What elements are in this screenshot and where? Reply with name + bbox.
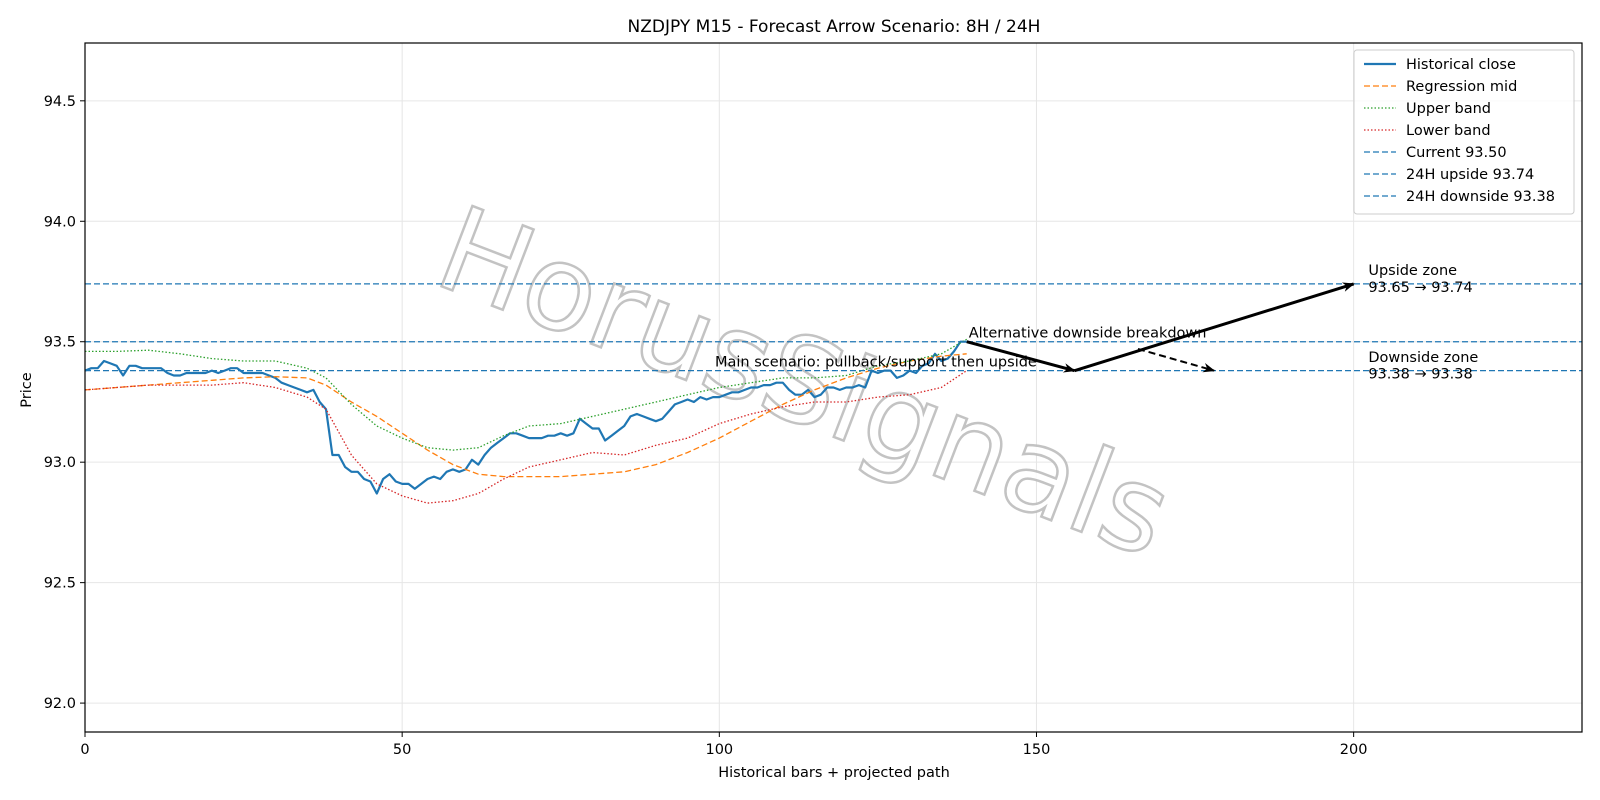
grid	[84, 43, 1582, 732]
x-tick-label: 100	[705, 742, 733, 758]
y-tick-label: 93.0	[44, 455, 76, 471]
legend-label: 24H downside 93.38	[1406, 189, 1555, 205]
series-layer	[84, 338, 968, 504]
reference-lines	[85, 283, 1582, 372]
arrow-alternative-downside	[1137, 347, 1216, 373]
legend-label: Current 93.50	[1406, 145, 1507, 161]
legend-label: Regression mid	[1406, 79, 1517, 95]
legend-label: Historical close	[1406, 57, 1516, 73]
upside-zone-values: 93.65 → 93.74	[1368, 280, 1472, 296]
y-tick-label: 94.0	[44, 214, 76, 230]
chart-title: NZDJPY M15 - Forecast Arrow Scenario: 8H…	[628, 17, 1041, 37]
x-axis-label: Historical bars + projected path	[718, 765, 950, 781]
x-tick-label: 0	[80, 742, 89, 758]
arrow-main-upside-leg	[1074, 282, 1355, 373]
legend-label: Lower band	[1406, 123, 1491, 139]
alternative-label: Alternative downside breakdown	[969, 326, 1207, 342]
series-line-upper-band	[85, 338, 968, 451]
y-axis-label: Price	[19, 372, 35, 407]
series-line-regression-mid	[84, 353, 967, 478]
plot-frame	[84, 42, 1583, 733]
x-tick-label: 200	[1340, 742, 1368, 758]
arrow-main-first-leg	[966, 340, 1076, 373]
upside-zone-title: Upside zone	[1368, 263, 1457, 279]
series-line-historical-close	[84, 340, 967, 495]
y-tick-label: 92.0	[44, 696, 76, 712]
downside-zone-title: Downside zone	[1368, 350, 1478, 366]
main-scenario-label: Main scenario: pullback/support then ups…	[715, 355, 1037, 371]
legend-label: 24H upside 93.74	[1406, 167, 1534, 183]
y-tick-label: 93.5	[44, 335, 76, 351]
series-line-lower-band	[84, 370, 968, 504]
axis-ticks: 0 50 100 150 200 92.0 92.5 93.0 93.5 94.0 94.5	[44, 94, 1368, 758]
scenario-arrows	[966, 282, 1355, 373]
x-tick-label: 150	[1023, 742, 1051, 758]
x-tick-label: 50	[393, 742, 411, 758]
legend: Historical close Regression mid Upper band…	[1353, 49, 1575, 215]
legend-box	[1353, 49, 1575, 215]
y-tick-label: 94.5	[44, 94, 76, 110]
downside-zone-values: 93.38 → 93.38	[1368, 367, 1472, 383]
y-tick-label: 92.5	[44, 576, 76, 592]
annotations: Alternative downside breakdown Main scena…	[715, 263, 1478, 383]
legend-label: Upper band	[1406, 101, 1491, 117]
